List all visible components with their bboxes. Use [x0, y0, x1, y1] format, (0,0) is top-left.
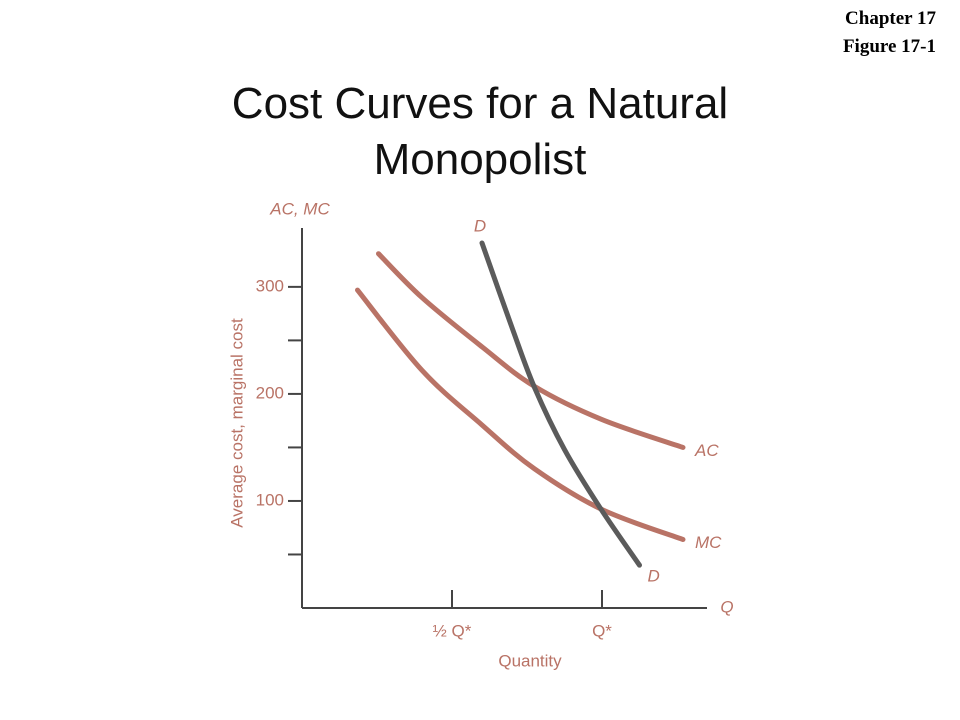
chart-title: Cost Curves for a Natural Monopolist: [231, 79, 729, 184]
x-axis-end-label: Q: [720, 597, 733, 616]
y-axis-top-label: AC, MC: [269, 199, 330, 218]
curve-label: D: [648, 567, 660, 586]
curve: [376, 251, 686, 450]
x-axis-label: Quantity: [498, 651, 562, 670]
chapter-label: Chapter 17: [845, 8, 936, 29]
y-tick-label: 200: [256, 383, 284, 402]
curve-label: MC: [695, 533, 722, 552]
x-tick-label: ½ Q*: [433, 621, 472, 640]
figure-label: Figure 17-1: [842, 36, 936, 57]
y-tick-label: 100: [256, 490, 284, 509]
y-tick-label: 300: [256, 276, 284, 295]
curve-label: AC: [694, 441, 719, 460]
curve-label: D: [474, 216, 486, 235]
x-tick-label: Q*: [592, 621, 612, 640]
curve: [479, 240, 642, 568]
y-axis-label: Average cost, marginal cost: [227, 318, 246, 528]
curve: [355, 287, 686, 542]
